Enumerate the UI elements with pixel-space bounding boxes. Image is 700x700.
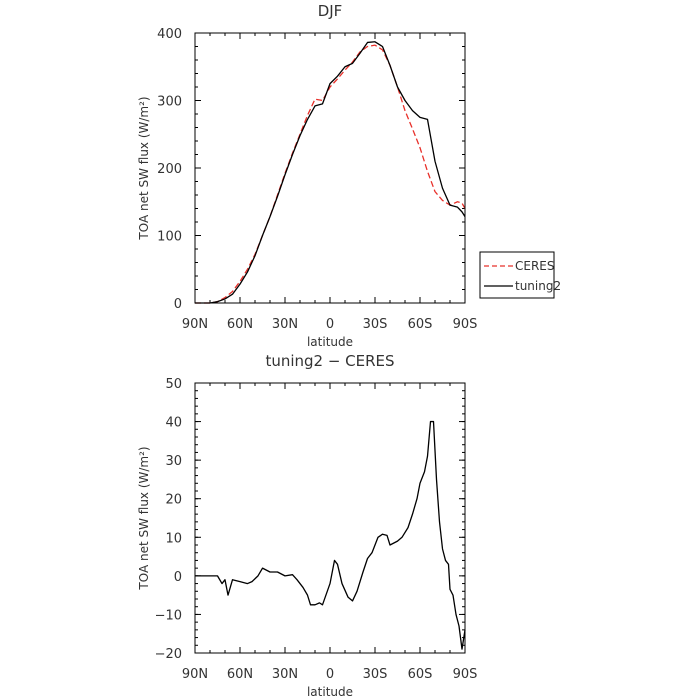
legend-box — [479, 251, 555, 299]
chart-title: tuning2 − CERES — [265, 352, 394, 370]
series-line-tuning2 — [195, 41, 466, 304]
series-group — [195, 41, 466, 304]
x-tick-label: 90S — [453, 317, 478, 332]
y-tick-label: 300 — [157, 95, 182, 110]
legend-label-ceres: CERES — [515, 259, 555, 273]
tick-marks — [194, 382, 466, 654]
x-tick-label: 30N — [272, 317, 298, 332]
series-group — [195, 420, 466, 650]
y-tick-label: 10 — [165, 531, 182, 546]
y-tick-label: 50 — [165, 377, 182, 392]
x-tick-label: 30S — [363, 317, 388, 332]
plot-frame — [194, 382, 466, 654]
y-tick-label: 0 — [174, 570, 182, 585]
x-tick-label: 60N — [227, 317, 253, 332]
chart-title: DJF — [318, 2, 343, 20]
y-tick-labels: 0 100 200 300 400 — [157, 27, 182, 312]
y-tick-label: −10 — [155, 608, 182, 623]
y-tick-label: 20 — [165, 493, 182, 508]
legend: CERES tuning2 — [479, 251, 561, 299]
y-axis-label: TOA net SW flux (W/m²) — [137, 446, 151, 590]
x-tick-label: 30N — [272, 667, 298, 682]
plot-frame — [194, 32, 466, 304]
y-tick-label: −20 — [155, 647, 182, 662]
legend-label-tuning2: tuning2 — [515, 279, 561, 293]
x-axis-label: latitude — [307, 335, 353, 349]
series-line-difference — [195, 420, 466, 650]
y-tick-label: 0 — [174, 297, 182, 312]
chart-djf: DJF 90N 60N 30N 0 30S 60S 90S 0 100 200 300 400 la… — [137, 2, 561, 349]
y-tick-label: 100 — [157, 230, 182, 245]
x-tick-label: 60S — [408, 317, 433, 332]
y-tick-label: 200 — [157, 162, 182, 177]
x-tick-label: 30S — [363, 667, 388, 682]
x-tick-label: 90S — [453, 667, 478, 682]
chart-difference: tuning2 − CERES 90N 60N 30N 0 30S 60S 90S −20−… — [137, 352, 477, 699]
series-line-ceres — [195, 44, 466, 304]
y-tick-labels: −20 −10 0 10 20 30 40 50 — [155, 377, 182, 662]
x-tick-label: 60N — [227, 667, 253, 682]
x-tick-label: 60S — [408, 667, 433, 682]
tick-marks — [194, 32, 466, 304]
x-tick-label: 90N — [182, 667, 208, 682]
x-tick-label: 0 — [326, 317, 334, 332]
x-tick-label: 0 — [326, 667, 334, 682]
x-axis-label: latitude — [307, 685, 353, 699]
y-tick-label: 30 — [165, 454, 182, 469]
y-tick-label: 400 — [157, 27, 182, 42]
y-axis-label: TOA net SW flux (W/m²) — [137, 96, 151, 240]
x-tick-label: 90N — [182, 317, 208, 332]
x-tick-labels: 90N 60N 30N 0 30S 60S 90S — [182, 317, 478, 332]
x-tick-labels: 90N 60N 30N 0 30S 60S 90S — [182, 667, 478, 682]
y-tick-label: 40 — [165, 416, 182, 431]
